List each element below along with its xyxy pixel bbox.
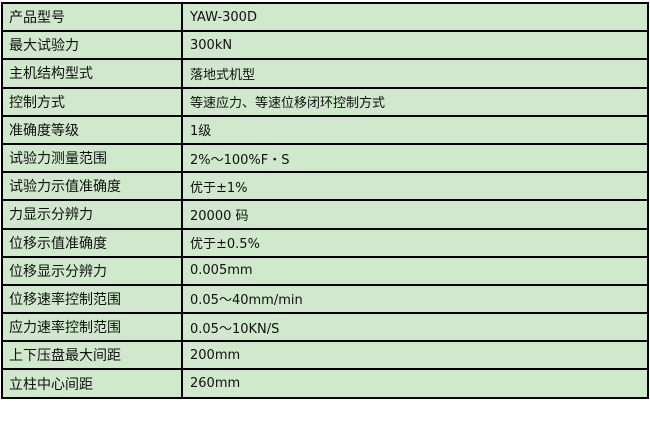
spec-value: 300kN xyxy=(181,30,649,61)
table-row: 主机结构型式 落地式机型 xyxy=(1,58,649,89)
spec-table-body: 产品型号 YAW-300D 最大试验力 300kN 主机结构型式 落地式机型 控制方式 等速应… xyxy=(1,1,649,399)
table-row: 产品型号 YAW-300D xyxy=(1,1,649,33)
spec-value: 优于±0.5% xyxy=(181,227,649,258)
table-row: 最大试验力 300kN xyxy=(1,30,649,61)
spec-value: 0.05～10KN/S xyxy=(181,312,649,343)
spec-label: 试验力测量范围 xyxy=(1,142,183,174)
spec-value: 等速应力、等速位移闭环控制方式 xyxy=(181,86,649,117)
table-row: 立柱中心间距 260mm xyxy=(1,368,649,399)
table-row: 试验力示值准确度 优于±1% xyxy=(1,171,649,202)
spec-value: 200mm xyxy=(181,340,649,371)
spec-label: 产品型号 xyxy=(1,1,183,33)
spec-value: 优于±1% xyxy=(181,171,649,202)
table-row: 准确度等级 1级 xyxy=(1,114,649,145)
spec-label: 准确度等级 xyxy=(1,114,183,145)
table-row: 位移显示分辨力 0.005mm xyxy=(1,255,649,286)
spec-table: 产品型号 YAW-300D 最大试验力 300kN 主机结构型式 落地式机型 控制方式 等速应… xyxy=(1,1,649,399)
spec-label: 位移示值准确度 xyxy=(1,227,183,258)
spec-label: 上下压盘最大间距 xyxy=(1,340,183,371)
table-row: 位移速率控制范围 0.05～40mm/min xyxy=(1,283,649,315)
spec-label: 立柱中心间距 xyxy=(1,368,183,399)
spec-label: 试验力示值准确度 xyxy=(1,171,183,202)
spec-value: YAW-300D xyxy=(181,1,649,33)
spec-value: 0.05～40mm/min xyxy=(181,283,649,315)
spec-value: 20000 码 xyxy=(181,199,649,230)
spec-value: 落地式机型 xyxy=(181,58,649,89)
spec-label: 主机结构型式 xyxy=(1,58,183,89)
spec-value: 0.005mm xyxy=(181,255,649,286)
spec-label: 控制方式 xyxy=(1,86,183,117)
table-row: 力显示分辨力 20000 码 xyxy=(1,199,649,230)
spec-value: 260mm xyxy=(181,368,649,399)
spec-label: 位移速率控制范围 xyxy=(1,283,183,315)
spec-label: 力显示分辨力 xyxy=(1,199,183,230)
table-row: 控制方式 等速应力、等速位移闭环控制方式 xyxy=(1,86,649,117)
table-row: 应力速率控制范围 0.05～10KN/S xyxy=(1,312,649,343)
spec-label: 应力速率控制范围 xyxy=(1,312,183,343)
spec-label: 位移显示分辨力 xyxy=(1,255,183,286)
spec-value: 2%～100%F・S xyxy=(181,142,649,174)
table-row: 上下压盘最大间距 200mm xyxy=(1,340,649,371)
table-row: 位移示值准确度 优于±0.5% xyxy=(1,227,649,258)
spec-value: 1级 xyxy=(181,114,649,145)
table-row: 试验力测量范围 2%～100%F・S xyxy=(1,142,649,174)
spec-label: 最大试验力 xyxy=(1,30,183,61)
